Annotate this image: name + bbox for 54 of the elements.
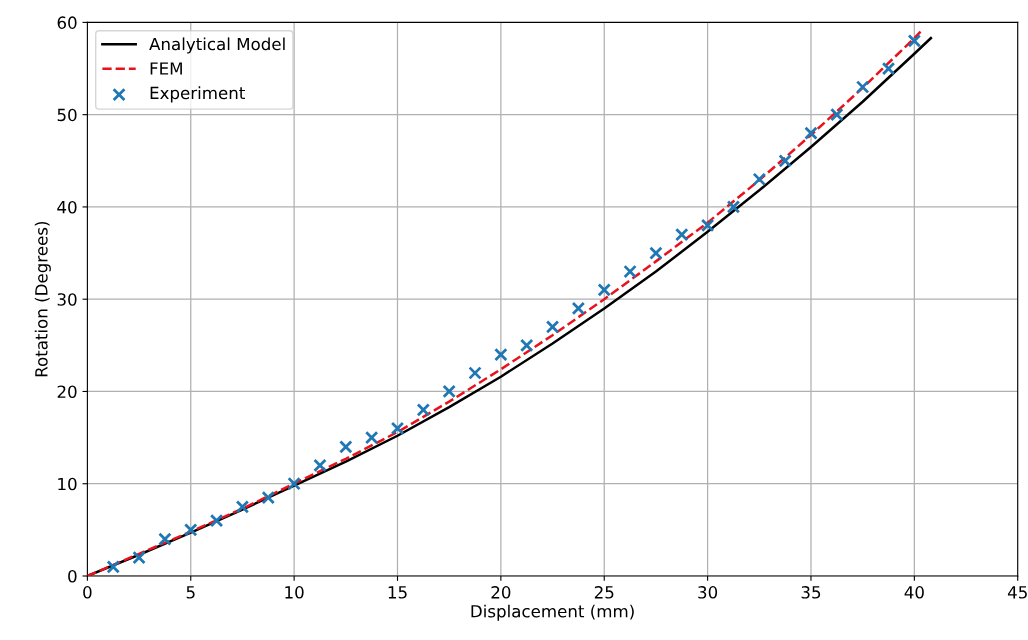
x-tick-label: 40 [904,586,924,599]
point [700,218,715,233]
legend-label: Experiment [150,86,245,103]
x-tick-label: 10 [285,586,304,599]
legend-label: Analytical Model [149,37,285,54]
point [106,560,120,574]
point [261,490,276,505]
point [519,338,534,353]
point [132,550,146,565]
x-tick-label: 5 [186,586,195,599]
point [183,523,198,537]
point [571,301,586,316]
point [674,227,689,242]
point [545,320,560,334]
point [390,421,405,436]
point [597,283,612,297]
x-tick-label: 15 [388,586,407,599]
x-tick-label: 25 [594,586,614,599]
point [649,246,663,260]
point [287,476,301,491]
point [804,126,818,140]
x-tick-label: 45 [1007,586,1027,599]
point [416,403,431,417]
y-tick-label: 50 [57,108,77,122]
y-tick-label: 30 [57,293,77,306]
point [907,34,922,48]
point [364,430,379,445]
point [313,458,327,473]
x-tick-label: 20 [491,586,511,599]
y-tick-label: 20 [57,385,77,399]
point [442,384,456,399]
y-tick-label: 0 [68,569,77,583]
point [468,366,482,380]
point [235,500,250,514]
y-axis-title: Rotation (Degrees) [34,221,51,377]
point [778,154,792,168]
x-tick-label: 35 [801,586,821,599]
point [830,107,844,122]
point [623,264,637,279]
point [752,172,767,187]
point [339,440,353,454]
point [209,513,224,528]
point [726,200,741,214]
y-tick-label: 40 [57,200,77,214]
y-tick-label: 10 [58,477,77,491]
legend-label: FEM [150,62,182,75]
x-axis-title: Displacement (mm) [471,604,634,621]
y-tick-label: 60 [57,16,77,29]
point [494,347,508,362]
point [881,61,896,76]
point [158,532,172,546]
x-tick-label: 30 [698,586,718,599]
x-tick-label: 0 [83,586,92,599]
point [855,80,870,94]
